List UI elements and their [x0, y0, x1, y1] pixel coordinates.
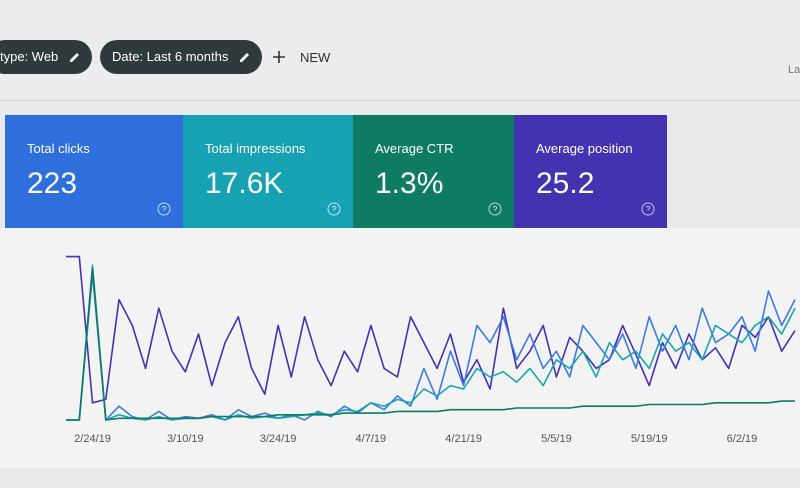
card-value: 17.6K	[205, 167, 284, 200]
metric-card[interactable]: Total impressions 17.6K	[183, 115, 353, 228]
x-tick-label: 5/19/19	[631, 433, 668, 445]
new-button[interactable]: NEW	[272, 50, 330, 65]
x-tick-label: 3/24/19	[260, 433, 297, 445]
new-label: NEW	[300, 50, 331, 65]
cropped-text: La	[788, 64, 800, 76]
help-icon	[157, 202, 171, 216]
series-line	[66, 255, 796, 404]
chart-area: 2/24/19 3/10/19 3/24/19 4/7/19 4/21/19 5/5/19…	[0, 228, 800, 468]
series-line	[66, 273, 796, 421]
card-label: Average CTR	[375, 141, 454, 156]
help-icon	[327, 202, 341, 216]
x-tick-label: 4/7/19	[356, 433, 387, 445]
chip-label: type: Web	[0, 49, 59, 64]
card-value: 223	[27, 167, 78, 200]
metric-card[interactable]: Average position 25.2	[514, 115, 667, 228]
chart: 2/24/19 3/10/19 3/24/19 4/7/19 4/21/19 5/5/19…	[66, 255, 796, 445]
x-tick-label: 5/5/19	[541, 433, 572, 445]
card-value: 1.3%	[375, 167, 444, 200]
card-label: Total impressions	[205, 141, 306, 156]
edit-icon	[70, 53, 80, 62]
x-tick-label: 4/21/19	[445, 433, 482, 445]
help-icon	[641, 202, 655, 216]
x-tick-label: 2/24/19	[74, 433, 111, 445]
card-label: Average position	[536, 141, 633, 156]
filter-chip[interactable]: Date: Last 6 months	[100, 40, 263, 74]
x-tick-label: 6/2/19	[727, 433, 758, 445]
metric-card[interactable]: Average CTR 1.3%	[353, 115, 514, 228]
help-icon	[488, 202, 502, 216]
plus-icon	[273, 51, 285, 63]
edit-icon	[240, 53, 250, 62]
filter-chip[interactable]: type: Web	[0, 40, 93, 74]
metric-card[interactable]: Total clicks 223	[5, 115, 183, 228]
toolbar: type: Web Date: Last 6 months NEW La	[0, 0, 800, 101]
chip-label: Date: Last 6 months	[112, 49, 229, 64]
card-label: Total clicks	[27, 141, 90, 156]
card-value: 25.2	[536, 167, 595, 200]
x-tick-label: 3/10/19	[167, 433, 204, 445]
series-line	[66, 267, 795, 421]
